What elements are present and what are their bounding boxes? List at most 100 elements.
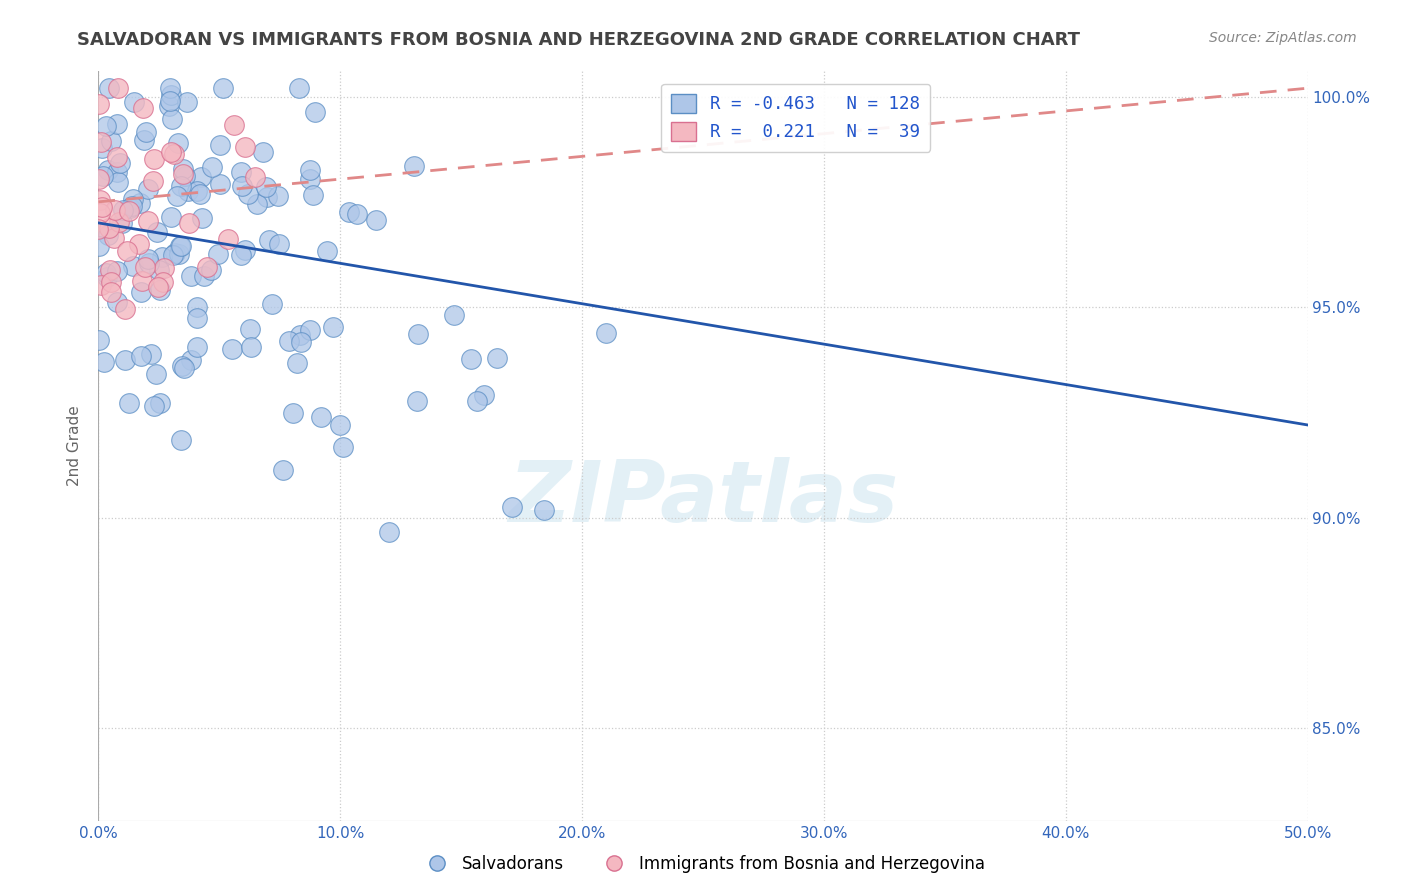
Point — [172, 359, 194, 374]
Text: SALVADORAN VS IMMIGRANTS FROM BOSNIA AND HERZEGOVINA 2ND GRADE CORRELATION CHART: SALVADORAN VS IMMIGRANTS FROM BOSNIA AND… — [77, 31, 1080, 49]
Point — [90, 135, 112, 149]
Point — [288, 327, 311, 342]
Point — [111, 216, 134, 230]
Point — [98, 221, 121, 235]
Point — [98, 263, 121, 277]
Point — [173, 361, 195, 376]
Point — [311, 409, 333, 424]
Point — [105, 117, 128, 131]
Point — [533, 503, 555, 517]
Point — [98, 81, 121, 95]
Point — [103, 230, 125, 244]
Point — [167, 247, 190, 261]
Point — [301, 188, 323, 202]
Point — [201, 160, 224, 174]
Point — [277, 334, 299, 348]
Point — [267, 189, 290, 203]
Point — [170, 239, 193, 253]
Point — [465, 394, 488, 409]
Point — [129, 195, 152, 210]
Point — [136, 252, 159, 266]
Point — [169, 433, 191, 447]
Point — [100, 134, 122, 148]
Point — [256, 190, 278, 204]
Point — [243, 169, 266, 184]
Point — [143, 399, 166, 413]
Point — [281, 406, 304, 420]
Point — [112, 202, 135, 217]
Point — [254, 180, 277, 194]
Point — [304, 104, 326, 119]
Point — [142, 174, 165, 188]
Point — [87, 333, 110, 347]
Point — [229, 248, 252, 262]
Point — [172, 161, 194, 176]
Point — [472, 388, 495, 402]
Point — [290, 334, 312, 349]
Point — [93, 355, 115, 369]
Point — [209, 177, 232, 191]
Point — [120, 201, 142, 215]
Point — [89, 239, 111, 253]
Point — [322, 319, 344, 334]
Point — [191, 211, 214, 226]
Point — [134, 260, 156, 275]
Point — [118, 204, 141, 219]
Point — [105, 150, 128, 164]
Point — [195, 260, 218, 274]
Point — [105, 264, 128, 278]
Point — [90, 140, 112, 154]
Point — [139, 346, 162, 360]
Point — [231, 165, 253, 179]
Point — [221, 343, 243, 357]
Point — [173, 169, 195, 183]
Point — [153, 261, 176, 276]
Point — [162, 112, 184, 127]
Point — [163, 146, 186, 161]
Point — [167, 136, 190, 150]
Point — [135, 125, 157, 139]
Point — [107, 164, 129, 178]
Point — [136, 182, 159, 196]
Point — [107, 81, 129, 95]
Point — [107, 175, 129, 189]
Point — [176, 95, 198, 109]
Point — [177, 216, 200, 230]
Point — [146, 225, 169, 239]
Point — [160, 145, 183, 160]
Point — [97, 162, 120, 177]
Point — [252, 145, 274, 159]
Point — [94, 119, 117, 133]
Point — [212, 81, 235, 95]
Point — [128, 236, 150, 251]
Point — [239, 322, 262, 336]
Point — [157, 99, 180, 113]
Point — [180, 352, 202, 367]
Point — [172, 167, 194, 181]
Point — [165, 246, 187, 260]
Point — [90, 278, 112, 293]
Point — [443, 308, 465, 322]
Point — [186, 340, 208, 354]
Point — [501, 500, 523, 515]
Point — [332, 441, 354, 455]
Point — [169, 239, 191, 253]
Point — [231, 178, 253, 193]
Point — [97, 227, 120, 242]
Point — [115, 244, 138, 259]
Point — [299, 172, 322, 186]
Y-axis label: 2nd Grade: 2nd Grade — [67, 406, 83, 486]
Point — [149, 395, 172, 409]
Point — [233, 140, 256, 154]
Point — [166, 188, 188, 202]
Point — [138, 256, 160, 270]
Point — [121, 199, 143, 213]
Point — [89, 206, 111, 220]
Point — [136, 214, 159, 228]
Point — [299, 323, 322, 337]
Point — [486, 351, 509, 365]
Point — [114, 302, 136, 317]
Point — [260, 296, 283, 310]
Point — [122, 259, 145, 273]
Point — [329, 417, 352, 432]
